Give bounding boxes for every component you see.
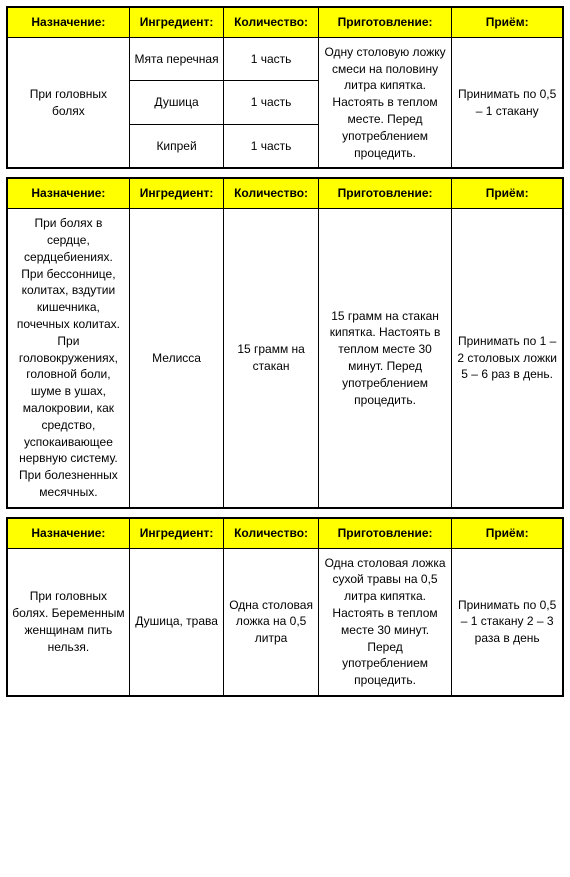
- recipe-table-2: Назначение: Ингредиент: Количество: Приг…: [6, 177, 564, 508]
- header-ingredient: Ингредиент:: [129, 178, 224, 208]
- header-purpose: Назначение:: [7, 7, 129, 37]
- header-row: Назначение: Ингредиент: Количество: Приг…: [7, 178, 563, 208]
- header-intake: Приём:: [452, 7, 563, 37]
- amount-cell: 15 грамм на стакан: [224, 209, 319, 508]
- ingredient-cell: Мелисса: [129, 209, 224, 508]
- header-amount: Количество:: [224, 178, 319, 208]
- header-purpose: Назначение:: [7, 518, 129, 548]
- intake-cell: Принимать по 0,5 – 1 стакану: [452, 37, 563, 168]
- amount-cell: 1 часть: [224, 124, 319, 168]
- table-row: При головных болях Мята перечная 1 часть…: [7, 37, 563, 80]
- amount-cell: 1 часть: [224, 37, 319, 80]
- header-intake: Приём:: [452, 518, 563, 548]
- purpose-cell: При головных болях: [7, 37, 129, 168]
- table-row: При головных болях. Беременным женщинам …: [7, 548, 563, 696]
- header-row: Назначение: Ингредиент: Количество: Приг…: [7, 518, 563, 548]
- header-preparation: Приготовление:: [318, 7, 451, 37]
- preparation-cell: Одну столовую ложку смеси на половину ли…: [318, 37, 451, 168]
- header-row: Назначение: Ингредиент: Количество: Приг…: [7, 7, 563, 37]
- intake-cell: Принимать по 0,5 – 1 стакану 2 – 3 раза …: [452, 548, 563, 696]
- header-preparation: Приготовление:: [318, 518, 451, 548]
- ingredient-cell: Кипрей: [129, 124, 224, 168]
- preparation-cell: 15 грамм на стакан кипятка. Настоять в т…: [318, 209, 451, 508]
- header-amount: Количество:: [224, 518, 319, 548]
- ingredient-cell: Душица, трава: [129, 548, 224, 696]
- header-intake: Приём:: [452, 178, 563, 208]
- recipe-table-3: Назначение: Ингредиент: Количество: Приг…: [6, 517, 564, 697]
- purpose-cell: При болях в сердце, сердцебиениях. При б…: [7, 209, 129, 508]
- header-ingredient: Ингредиент:: [129, 518, 224, 548]
- recipe-table-1: Назначение: Ингредиент: Количество: Приг…: [6, 6, 564, 169]
- preparation-cell: Одна столовая ложка сухой травы на 0,5 л…: [318, 548, 451, 696]
- header-purpose: Назначение:: [7, 178, 129, 208]
- ingredient-cell: Душица: [129, 81, 224, 124]
- amount-cell: Одна столовая ложка на 0,5 литра: [224, 548, 319, 696]
- amount-cell: 1 часть: [224, 81, 319, 124]
- header-amount: Количество:: [224, 7, 319, 37]
- ingredient-cell: Мята перечная: [129, 37, 224, 80]
- intake-cell: Принимать по 1 – 2 столовых ложки 5 – 6 …: [452, 209, 563, 508]
- header-ingredient: Ингредиент:: [129, 7, 224, 37]
- purpose-cell: При головных болях. Беременным женщинам …: [7, 548, 129, 696]
- table-row: При болях в сердце, сердцебиениях. При б…: [7, 209, 563, 508]
- header-preparation: Приготовление:: [318, 178, 451, 208]
